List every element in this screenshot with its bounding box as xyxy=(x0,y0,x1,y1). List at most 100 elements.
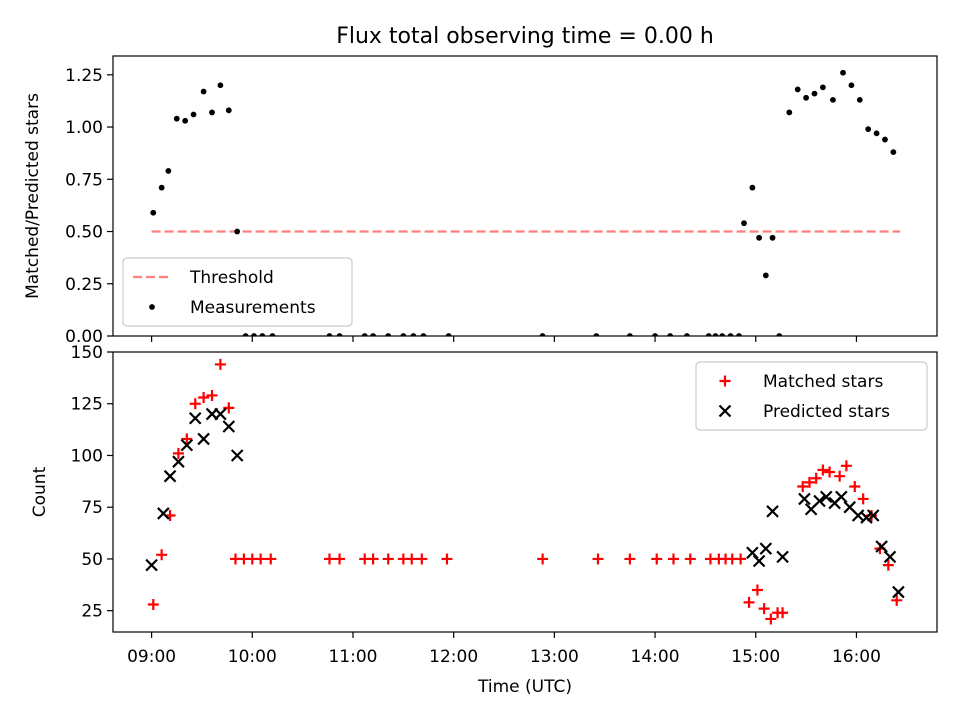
matched-stars-point xyxy=(882,559,894,571)
top-ylabel: Matched/Predicted stars xyxy=(23,93,43,299)
predicted-stars-point xyxy=(752,554,766,568)
bottom-panel-plot: 25 50 75 100 125 150 Count 09:00 10:00 11:00 12:00… xyxy=(30,343,938,697)
matched-stars-point xyxy=(777,607,789,619)
measurements-point xyxy=(873,130,880,137)
top-panel-plot: 0.00 0.25 0.50 0.75 1.00 1.25 Matched/Predicte… xyxy=(23,55,938,347)
matched-stars-point xyxy=(198,392,210,404)
predicted-stars-point xyxy=(776,550,789,564)
measurements-point xyxy=(361,333,368,336)
measurements-point xyxy=(811,90,818,97)
predicted-stars-point xyxy=(866,509,880,522)
measurements-point xyxy=(882,136,888,143)
matched-stars-point xyxy=(765,613,777,625)
bottom-legend-box xyxy=(695,361,928,431)
top-ytick-label: 1.25 xyxy=(65,66,103,86)
top-ytick-label: 0.25 xyxy=(65,275,103,295)
matched-stars-point xyxy=(803,476,815,488)
matched-stars-point xyxy=(255,553,267,565)
matched-stars-point xyxy=(537,553,549,565)
matched-stars-point xyxy=(416,553,428,565)
predicted-stars-point xyxy=(163,469,177,483)
measurements-point xyxy=(234,228,241,235)
measurements-point xyxy=(830,96,836,103)
matched-stars-point xyxy=(406,553,418,565)
measurements-point xyxy=(736,333,742,336)
measurements-point xyxy=(209,109,215,116)
measurements-point xyxy=(420,333,427,336)
matched-stars-point xyxy=(743,596,755,608)
measurements-point xyxy=(762,272,769,279)
bottom-xtick-label: 13:00 xyxy=(530,647,579,667)
top-ytick-label: 0.00 xyxy=(65,327,103,347)
matched-stars-point xyxy=(735,553,747,565)
matched-stars-legend-label: Matched stars xyxy=(763,372,883,392)
measurements-point xyxy=(756,234,763,241)
bottom-xtick-label: 10:00 xyxy=(228,647,277,667)
measurements-point xyxy=(225,107,232,114)
measurements-point xyxy=(865,126,872,133)
matched-stars-point xyxy=(624,553,636,565)
matched-stars-point xyxy=(817,464,829,476)
bottom-ytick-label: 25 xyxy=(81,602,103,622)
measurements-point xyxy=(749,184,756,191)
top-legend-box xyxy=(122,257,353,327)
matched-stars-point xyxy=(334,553,346,565)
matched-stars-point xyxy=(382,553,394,565)
measurements-point xyxy=(819,84,826,91)
measurements-point xyxy=(217,82,224,89)
bottom-ytick-label: 100 xyxy=(71,446,103,466)
predicted-stars-point xyxy=(214,407,227,421)
measurements-point xyxy=(150,209,157,216)
measurements-point xyxy=(626,333,633,336)
measurements-point xyxy=(200,88,207,95)
bottom-xtick-label: 15:00 xyxy=(731,647,780,667)
measurements-point xyxy=(326,333,333,336)
measurements-point xyxy=(269,333,276,336)
predicted-stars-point xyxy=(892,585,905,599)
measurements-point xyxy=(190,111,197,118)
measurements-point xyxy=(712,333,719,336)
matched-stars-legend-marker xyxy=(719,375,731,387)
measurements-point xyxy=(539,333,546,336)
top-plot-area xyxy=(150,69,901,336)
matched-stars-point xyxy=(684,553,696,565)
matched-stars-point xyxy=(147,598,159,610)
top-ytick-label: 1.00 xyxy=(65,118,103,138)
measurements-point xyxy=(769,234,776,241)
predicted-stars-point xyxy=(172,455,185,468)
threshold-legend-label: Threshold xyxy=(189,268,274,288)
bottom-ytick-label: 150 xyxy=(71,343,103,363)
measurements-point xyxy=(667,333,674,336)
predicted-stars-legend-marker xyxy=(718,404,732,418)
top-ytick-label: 0.50 xyxy=(65,223,103,243)
matched-stars-point xyxy=(441,553,453,565)
predicted-stars-point xyxy=(798,492,811,506)
predicted-stars-point xyxy=(180,438,194,452)
matched-stars-point xyxy=(668,553,680,565)
matched-stars-point xyxy=(810,472,822,484)
matched-stars-point xyxy=(156,549,168,561)
matched-stars-point xyxy=(758,603,770,615)
matched-stars-point xyxy=(592,553,604,565)
top-legend: Threshold Measurements xyxy=(122,257,353,327)
top-axes-frame xyxy=(112,55,938,337)
predicted-stars-point xyxy=(157,507,170,520)
measurements-point xyxy=(593,333,600,336)
measurements-point xyxy=(410,333,417,336)
measurements-point xyxy=(776,333,783,336)
figure-title: Flux total observing time = 0.00 h xyxy=(336,24,714,49)
bottom-ytick-label: 75 xyxy=(81,498,103,518)
predicted-stars-point xyxy=(875,540,888,553)
measurements-point xyxy=(400,333,407,336)
bottom-ylabel: Count xyxy=(30,466,50,517)
measurements-point xyxy=(652,333,658,336)
measurements-legend-label: Measurements xyxy=(190,298,316,318)
predicted-stars-point xyxy=(759,542,773,555)
measurements-point xyxy=(242,333,249,336)
measurements-legend-marker xyxy=(149,304,155,310)
matched-stars-point xyxy=(651,553,663,565)
measurements-point xyxy=(786,109,793,116)
top-ytick-label: 0.75 xyxy=(65,170,103,190)
